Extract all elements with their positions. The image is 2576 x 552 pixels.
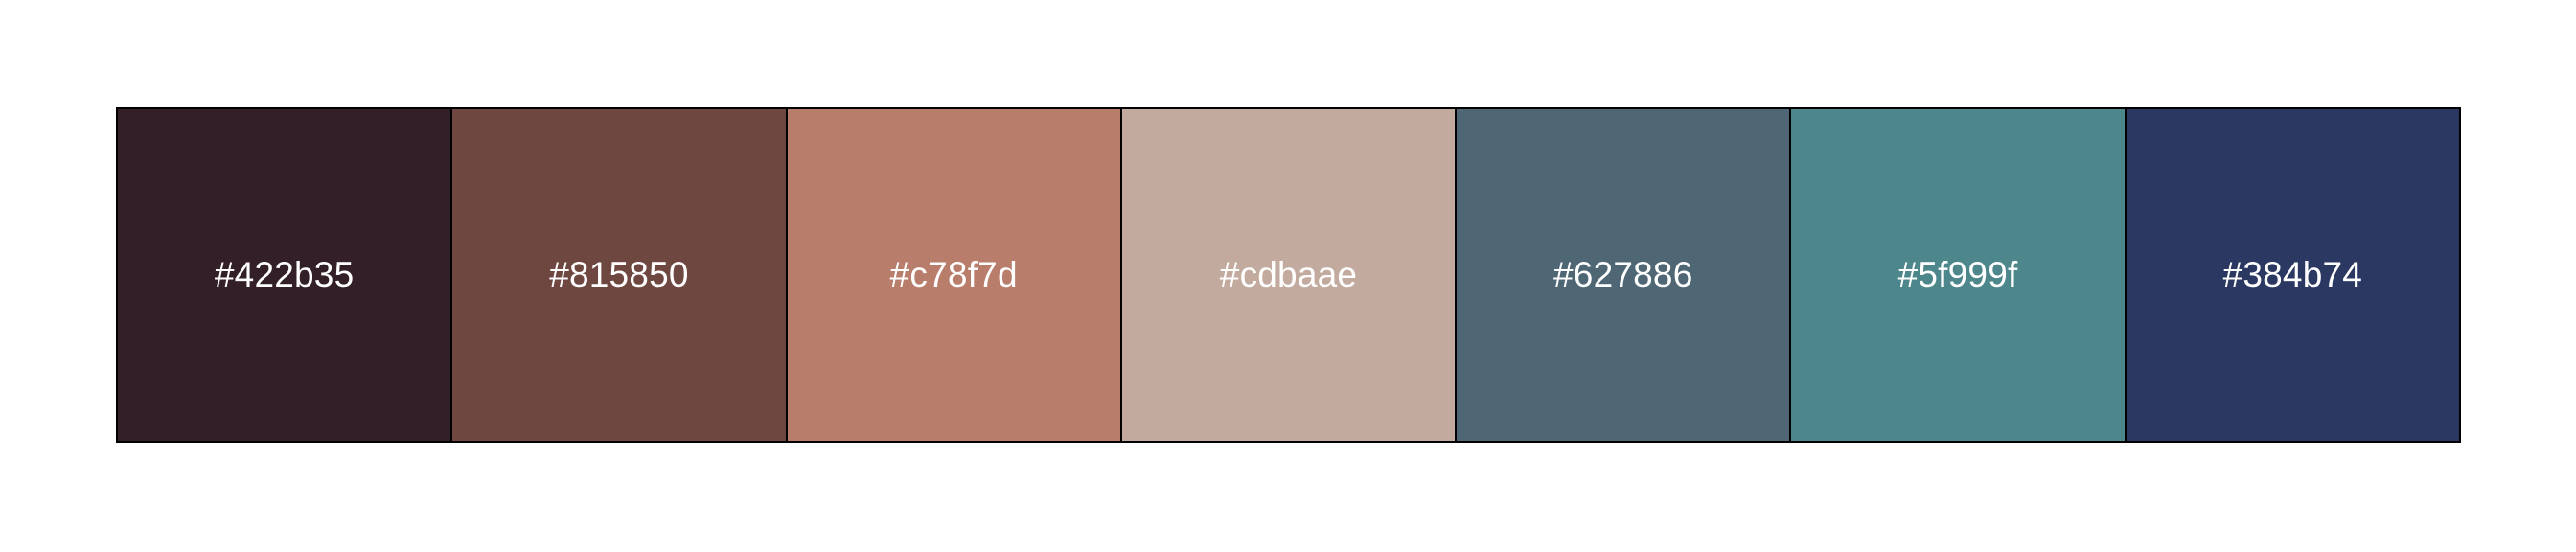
color-swatch: #627886 (1455, 109, 1790, 441)
color-swatch: #c78f7d (785, 109, 1120, 441)
swatch-hex-label: #815850 (549, 255, 689, 294)
color-swatch: #5f999f (1789, 109, 2125, 441)
swatch-hex-label: #c78f7d (889, 255, 1018, 294)
swatch-hex-label: #384b74 (2222, 255, 2363, 294)
color-swatch: #cdbaae (1119, 109, 1456, 441)
color-swatch: #384b74 (2124, 109, 2459, 441)
swatch-hex-label: #422b35 (214, 255, 355, 294)
color-swatch: #815850 (450, 109, 786, 441)
color-palette-strip: #422b35 #815850 #c78f7d #cdbaae #627886 … (116, 107, 2461, 443)
color-swatch: #422b35 (118, 109, 451, 441)
swatch-hex-label: #cdbaae (1219, 255, 1358, 294)
swatch-hex-label: #627886 (1553, 255, 1693, 294)
swatch-hex-label: #5f999f (1898, 255, 2018, 294)
